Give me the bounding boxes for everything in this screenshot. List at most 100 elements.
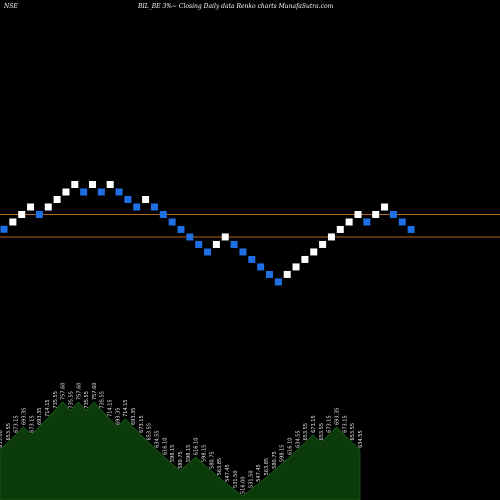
price-label: 653.55: [147, 423, 153, 441]
chart-title: BIL_BE 3%~ Closing Daily data Renko char…: [138, 3, 334, 10]
down-brick: [133, 203, 141, 211]
price-label: 635.00: [0, 430, 4, 448]
up-brick: [221, 233, 229, 241]
down-brick: [407, 225, 415, 233]
price-label: 735.55: [100, 391, 106, 409]
price-label: 673.15: [327, 415, 333, 433]
price-label: 653.55: [319, 423, 325, 441]
price-label: 634.55: [295, 430, 301, 448]
up-brick: [292, 263, 300, 271]
price-label: 757.60: [61, 383, 67, 401]
up-brick: [71, 181, 79, 188]
price-label: 714.15: [123, 399, 129, 417]
up-brick: [89, 181, 96, 188]
price-label: 563.85: [217, 458, 223, 476]
price-label: 735.55: [68, 391, 74, 409]
up-brick: [301, 255, 309, 263]
price-label: 563.85: [264, 458, 270, 476]
price-label: 673.15: [29, 415, 35, 433]
up-brick: [18, 210, 26, 218]
up-brick: [319, 240, 327, 248]
price-label: 616.10: [162, 438, 168, 456]
up-brick: [9, 218, 17, 226]
price-label: 616.10: [288, 438, 294, 456]
renko-bricks: [0, 181, 415, 286]
price-labels: 635.00 653.55 673.15 693.35 673.15 693.35 714.…: [0, 383, 364, 495]
down-brick: [248, 255, 256, 263]
down-brick: [204, 248, 212, 256]
price-label: 693.35: [131, 407, 137, 425]
down-brick: [389, 210, 397, 218]
price-label: 693.35: [21, 407, 27, 425]
down-brick: [124, 195, 132, 203]
down-brick: [398, 218, 406, 226]
up-brick: [53, 195, 61, 203]
down-brick: [97, 188, 105, 196]
up-brick: [310, 248, 318, 256]
price-label: 653.55: [6, 423, 12, 441]
up-brick: [44, 203, 52, 211]
price-label: 634.55: [358, 430, 364, 448]
price-label: 547.45: [225, 464, 231, 482]
up-brick: [381, 203, 389, 211]
up-brick: [336, 225, 344, 233]
price-label: 693.35: [37, 407, 43, 425]
down-brick: [115, 188, 123, 196]
up-brick: [372, 210, 380, 218]
down-brick: [186, 233, 194, 241]
price-label: 598.15: [280, 445, 286, 463]
price-label: 531.50: [233, 470, 239, 488]
price-label: 757.60: [92, 383, 98, 401]
price-label: 673.15: [311, 415, 317, 433]
price-label: 757.60: [76, 383, 82, 401]
price-label: 598.15: [186, 445, 192, 463]
price-label: 653.55: [303, 423, 309, 441]
down-brick: [80, 188, 88, 196]
price-label: 673.15: [139, 415, 145, 433]
price-label: 693.35: [115, 407, 121, 425]
up-brick: [106, 181, 114, 188]
price-label: 598.15: [170, 445, 176, 463]
up-brick: [354, 210, 362, 218]
down-brick: [363, 218, 371, 226]
down-brick: [266, 270, 273, 278]
down-brick: [195, 240, 203, 248]
price-label: 516.00: [241, 477, 247, 495]
price-label: 580.75: [209, 451, 215, 469]
price-label: 714.15: [45, 399, 51, 417]
price-area: [0, 401, 361, 500]
up-brick: [62, 188, 70, 196]
up-brick: [327, 233, 335, 241]
up-brick: [142, 195, 150, 203]
price-label: 616.10: [194, 438, 200, 456]
price-label: 735.55: [53, 391, 59, 409]
down-brick: [177, 225, 185, 233]
down-brick: [35, 210, 43, 218]
down-brick: [168, 218, 176, 226]
down-brick: [159, 210, 167, 218]
price-label: 634.55: [155, 430, 161, 448]
price-label: 580.75: [178, 451, 184, 469]
price-area-fill: [0, 401, 361, 500]
up-brick: [212, 240, 220, 248]
price-label: 735.55: [84, 391, 90, 409]
price-label: 531.50: [248, 470, 254, 488]
level-lines: [0, 213, 500, 238]
down-brick: [230, 240, 238, 248]
up-brick: [283, 270, 291, 278]
price-label: 547.45: [256, 464, 262, 482]
price-label: 693.35: [335, 407, 341, 425]
price-label: 580.75: [272, 451, 278, 469]
price-label: 598.15: [201, 445, 207, 463]
down-brick: [239, 248, 247, 256]
price-label: 653.55: [350, 423, 356, 441]
down-brick: [150, 203, 158, 211]
price-label: 673.15: [14, 415, 20, 433]
price-label: 673.15: [342, 415, 348, 433]
up-brick: [27, 203, 35, 211]
down-brick: [0, 225, 8, 233]
down-brick: [274, 278, 282, 286]
up-brick: [345, 218, 353, 226]
exchange-label: NSE: [4, 3, 18, 10]
